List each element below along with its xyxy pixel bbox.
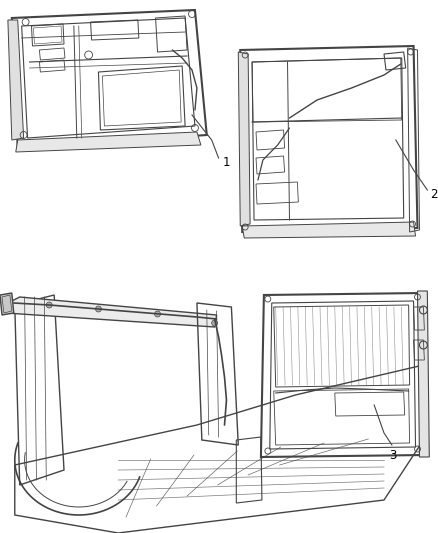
Circle shape <box>155 311 160 317</box>
Circle shape <box>212 320 218 326</box>
Polygon shape <box>238 52 250 226</box>
Polygon shape <box>8 20 24 140</box>
Polygon shape <box>0 293 14 315</box>
Text: 1: 1 <box>223 156 230 168</box>
Text: 2: 2 <box>430 189 438 201</box>
Polygon shape <box>417 291 429 457</box>
Text: 3: 3 <box>389 449 396 462</box>
Circle shape <box>46 302 52 308</box>
Polygon shape <box>6 297 217 327</box>
Polygon shape <box>16 132 201 152</box>
Circle shape <box>95 306 102 312</box>
Polygon shape <box>242 222 416 238</box>
